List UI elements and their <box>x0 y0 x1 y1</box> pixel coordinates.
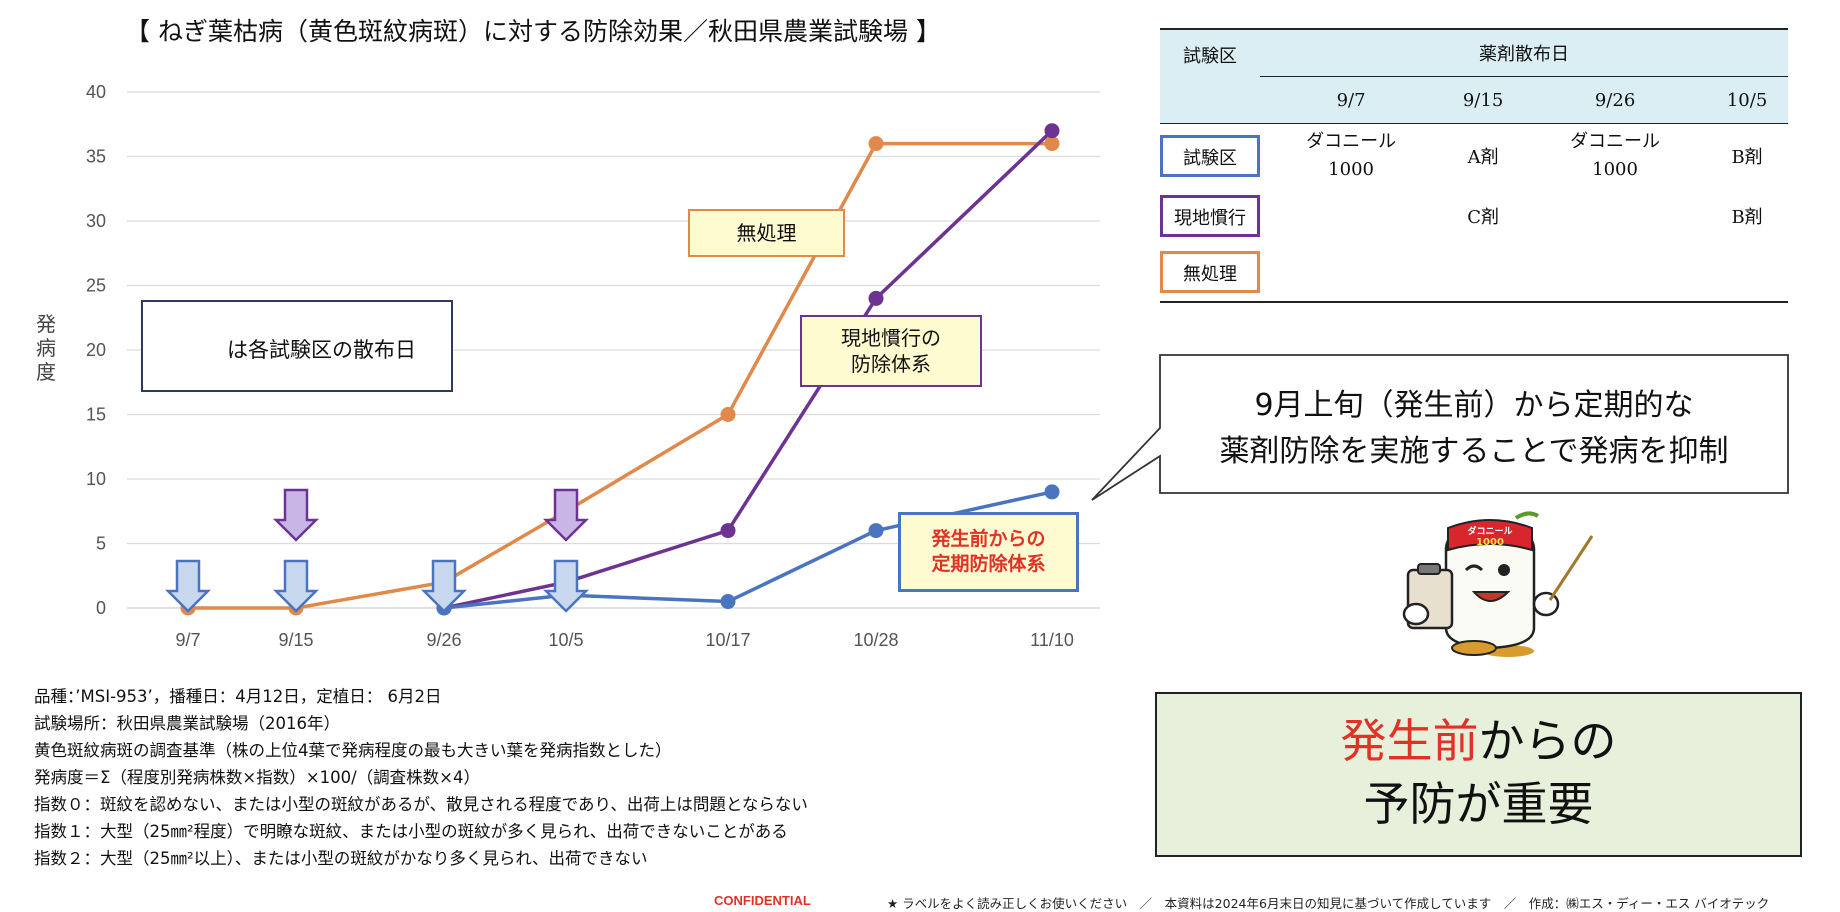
table-cell: 1000 <box>1592 158 1638 180</box>
data-point <box>720 594 736 610</box>
y-tick-label: 0 <box>96 598 106 618</box>
row-label-local: 現地慣行 <box>1160 194 1260 237</box>
table-cell <box>1524 244 1706 302</box>
table-date: 9/15 <box>1462 89 1504 111</box>
table-cell: B剤 <box>1731 206 1763 228</box>
conclusion-line1: からの <box>1478 714 1617 768</box>
spray-markers <box>164 488 590 613</box>
chart-title: 【 ねぎ葉枯病（黄色斑紋病斑）に対する防除効果／秋田県農業試験場 】 <box>125 17 941 46</box>
y-tick-label: 10 <box>86 469 106 489</box>
table-cell: C剤 <box>1467 206 1499 228</box>
mascot-badge-num: 1000 <box>1476 537 1504 548</box>
y-tick-label: 15 <box>86 405 106 425</box>
note-line: 黄色斑紋病斑の調査基準（株の上位4葉で発病程度の最も大きい葉を発病指数とした） <box>34 741 672 760</box>
data-point <box>868 136 884 152</box>
y-tick-label: 5 <box>96 534 106 554</box>
spray-arrow-icon <box>542 488 590 542</box>
data-point <box>720 407 736 422</box>
table-header-spray-dates: 薬剤散布日 <box>1260 29 1788 77</box>
y-axis-label: 発病度 <box>36 312 56 384</box>
table-cell: ダコニール <box>1306 130 1397 152</box>
conclusion-emphasis: 発生前 <box>1340 714 1479 768</box>
spray-legend-text: は各試験区の散布日 <box>227 338 416 362</box>
conclusion-line2: 予防が重要 <box>1363 777 1594 831</box>
x-tick-label: 11/10 <box>1030 630 1074 650</box>
axis-ticks: 0 5 10 15 20 25 30 35 40 9/7 9/15 9/26 10/5 10/17 10/2… <box>86 82 1074 650</box>
table-header-plot: 試験区 <box>1183 46 1237 67</box>
row-label-treatment: 試験区 <box>1160 134 1260 177</box>
table-cell: B剤 <box>1731 146 1763 168</box>
table-date: 10/5 <box>1726 89 1768 111</box>
footer-note: ★ ラベルをよく読み正しくお使いください ／ 本資料は2024年6月末日の知見に… <box>887 896 1770 911</box>
table-row: 現地慣行 C剤 B剤 <box>1160 188 1788 244</box>
table-cell <box>1524 188 1706 244</box>
label-untreated: 無処理 <box>688 209 845 257</box>
x-tick-label: 9/15 <box>278 630 313 650</box>
spray-legend-box <box>141 300 453 392</box>
spray-arrow-icon <box>164 559 212 613</box>
spray-arrow-icon <box>272 488 320 542</box>
speech-bubble-shape <box>1091 354 1789 501</box>
table-cell: A剤 <box>1467 146 1499 168</box>
speech-bubble-text: 9月上旬（発生前）から定期的な 薬剤防除を実施することで発病を抑制 <box>1219 388 1729 469</box>
spray-arrow-icon <box>420 559 468 613</box>
data-point <box>868 523 884 539</box>
note-line: 品種：’MSI-953’，播種日：4月12日，定植日： 6月2日 <box>34 687 442 706</box>
row-label-untreated: 無処理 <box>1160 251 1260 293</box>
label-local-practice: 現地慣行の 防除体系 <box>800 315 982 387</box>
data-point <box>1044 123 1060 139</box>
y-tick-label: 20 <box>86 340 106 360</box>
spray-arrow-icon <box>272 559 320 613</box>
note-line: 指数１：大型（25㎜²程度）で明瞭な斑紋、または小型の斑紋が多く見られ、出荷でき… <box>34 822 788 841</box>
conclusion-box: 発生前からの 予防が重要 <box>1155 692 1802 857</box>
y-tick-label: 25 <box>86 276 106 296</box>
x-tick-label: 10/5 <box>548 630 583 650</box>
table-cell: 1000 <box>1328 158 1374 180</box>
spray-arrow-icon <box>542 559 590 613</box>
table-date: 9/26 <box>1594 89 1636 111</box>
note-line: 発病度＝Σ（程度別発病株数×指数）×100/（調査株数×4） <box>34 768 480 787</box>
table-cell: ダコニール <box>1570 130 1661 152</box>
x-tick-label: 9/7 <box>175 630 200 650</box>
y-tick-label: 30 <box>86 211 106 231</box>
trial-notes: 品種：’MSI-953’，播種日：4月12日，定植日： 6月2日 試験場所：秋田… <box>34 683 808 872</box>
note-line: 指数２：大型（25㎜²以上）、または小型の斑紋がかなり多く見られ、出荷できない <box>34 849 648 868</box>
x-tick-label: 9/26 <box>426 630 461 650</box>
confidential-label: CONFIDENTIAL <box>714 893 811 908</box>
mascot-badge-top: ダコニール <box>1467 525 1512 537</box>
table-date: 9/7 <box>1336 89 1366 111</box>
x-tick-label: 10/17 <box>705 630 750 650</box>
table-cell <box>1260 188 1442 244</box>
table-row: 試験区 ダコニール 1000 A剤 ダコニール 1000 B剤 <box>1160 124 1788 188</box>
table-cell <box>1442 244 1524 302</box>
mascot-character-icon: ダコニール 1000 <box>1402 511 1594 657</box>
table-row: 無処理 <box>1160 244 1788 302</box>
table-cell <box>1260 244 1442 302</box>
y-tick-label: 35 <box>86 147 106 167</box>
note-line: 試験場所：秋田県農業試験場（2016年） <box>34 714 340 733</box>
data-point <box>868 290 884 306</box>
y-tick-label: 40 <box>86 82 106 102</box>
note-line: 指数０：斑紋を認めない、または小型の斑紋があるが、散見される程度であり、出荷上は… <box>34 795 808 814</box>
data-point <box>1044 136 1060 152</box>
table-cell <box>1706 244 1788 302</box>
label-preventive-program: 発生前からの 定期防除体系 <box>898 512 1079 592</box>
x-tick-label: 10/28 <box>853 630 898 650</box>
spray-schedule-table: 試験区 薬剤散布日 9/7 9/15 9/26 10/5 試験区 ダコニール 10… <box>1160 28 1788 303</box>
data-point <box>1044 484 1060 500</box>
data-point <box>720 523 736 539</box>
